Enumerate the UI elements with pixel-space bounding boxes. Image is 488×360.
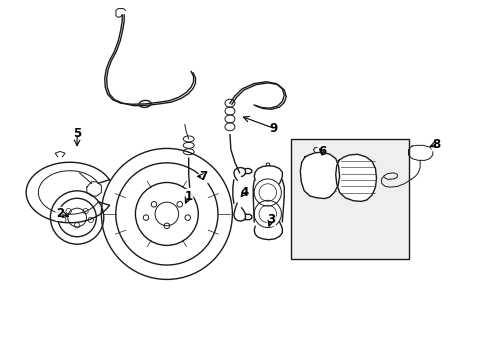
Polygon shape xyxy=(300,152,339,199)
Polygon shape xyxy=(335,154,376,202)
Text: 7: 7 xyxy=(199,170,207,183)
Text: 6: 6 xyxy=(317,145,325,158)
Text: 3: 3 xyxy=(266,213,275,226)
Bar xyxy=(290,139,408,258)
Text: 1: 1 xyxy=(184,190,192,203)
Text: 8: 8 xyxy=(431,138,439,151)
Text: 9: 9 xyxy=(269,122,277,135)
Text: 5: 5 xyxy=(73,127,81,140)
Text: 4: 4 xyxy=(240,186,248,199)
Text: 2: 2 xyxy=(56,207,64,220)
